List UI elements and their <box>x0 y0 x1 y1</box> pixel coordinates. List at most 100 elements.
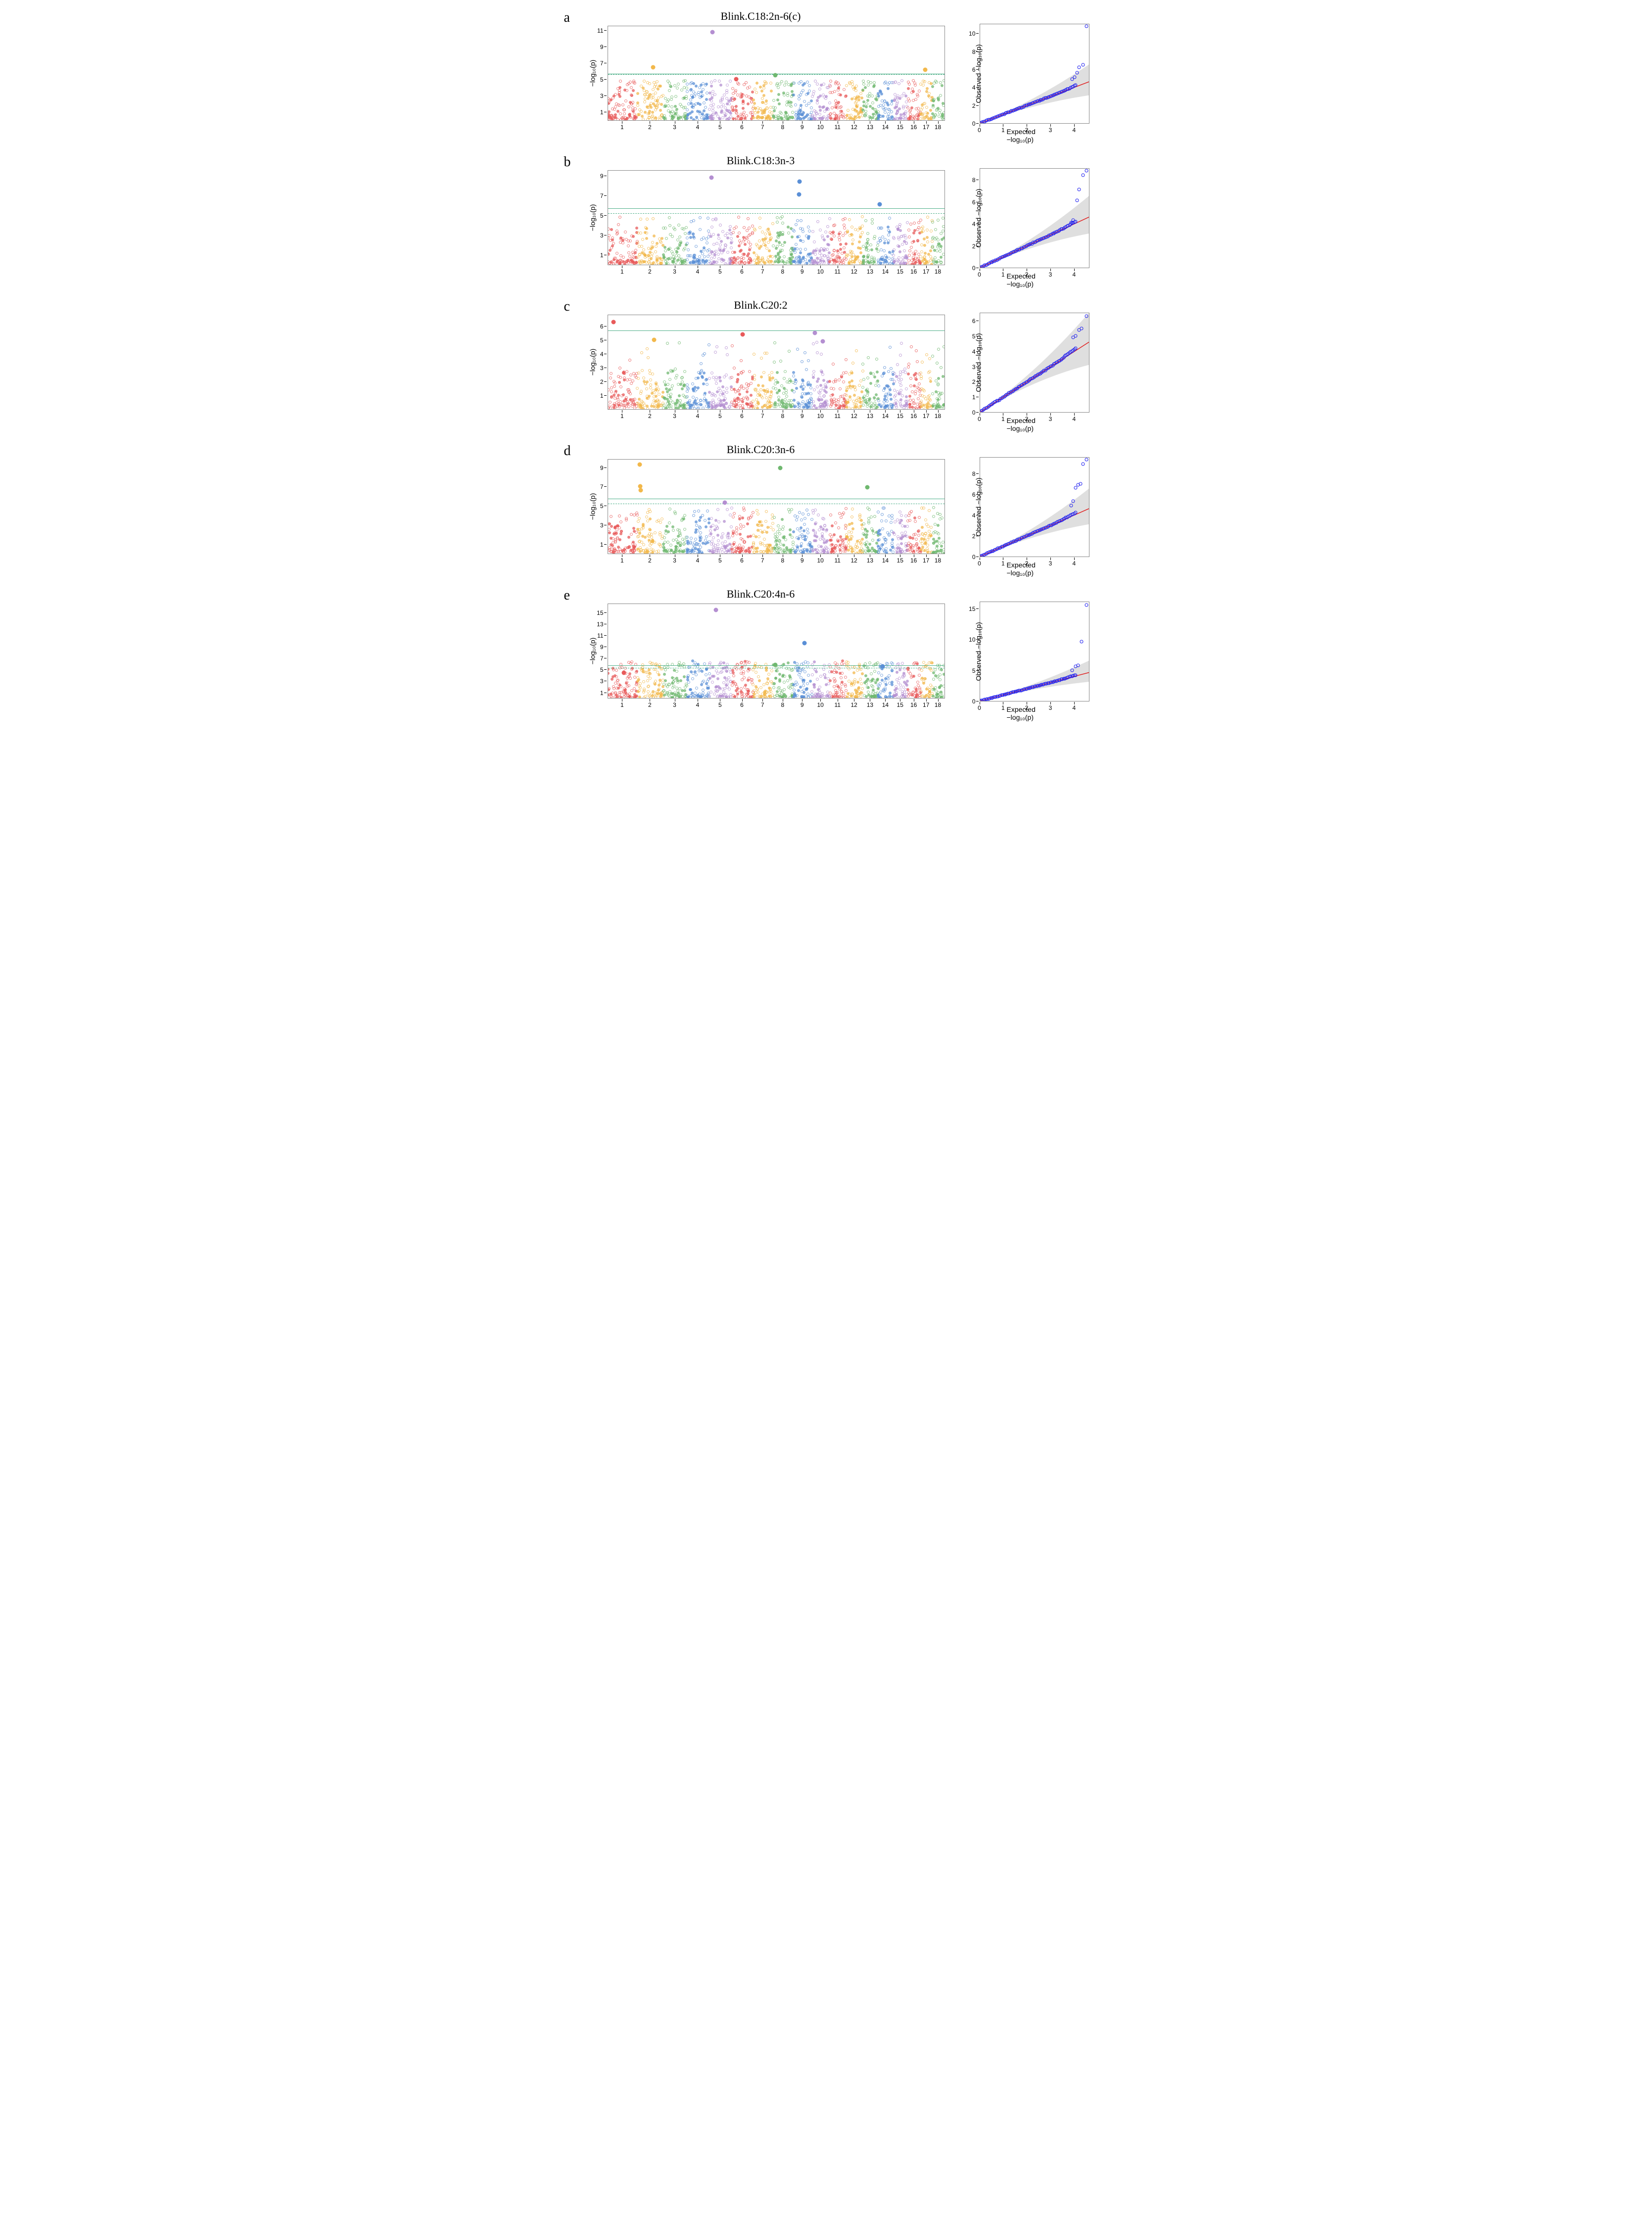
x-tick-label: 18 <box>935 268 941 275</box>
x-tick-label: 4 <box>696 701 700 708</box>
plot-area <box>608 315 945 410</box>
plot-area <box>980 313 1089 413</box>
qq-outlier <box>1085 458 1088 462</box>
scatter-layer <box>608 171 944 265</box>
y-axis-label: −log₁₀(p) <box>588 638 596 665</box>
qq-block: 0123456Observed −log₁₀(p)01234Expected −… <box>951 299 1088 434</box>
x-tick-label: 9 <box>801 268 804 275</box>
y-tick-label: 8 <box>972 177 976 184</box>
y-tick-label: 15 <box>597 609 603 616</box>
highlight-snp <box>881 664 885 668</box>
qq-outlier <box>1081 63 1085 66</box>
plot-area <box>608 459 945 554</box>
x-tick-label: 15 <box>897 124 903 131</box>
x-tick-label: 3 <box>673 268 676 275</box>
x-tick-label: 8 <box>781 413 784 419</box>
panel-label: b <box>564 154 578 170</box>
panel-title: Blink.C20:3n-6 <box>578 443 944 456</box>
x-tick-label: 0 <box>978 416 981 422</box>
highlight-snp <box>798 180 802 184</box>
y-tick-label: 3 <box>600 365 604 372</box>
y-tick-label: 1 <box>600 109 604 116</box>
y-axis-label: Observed −log₁₀(p) <box>974 44 982 103</box>
scatter-layer <box>608 604 944 698</box>
x-tick-label: 5 <box>718 268 722 275</box>
qq-outlier <box>1078 328 1081 331</box>
y-tick-label: 4 <box>600 351 604 358</box>
x-tick-label: 10 <box>817 124 823 131</box>
x-tick-label: 4 <box>1072 416 1076 422</box>
x-tick-label: 5 <box>718 413 722 419</box>
qq-plot: 051015Observed −log₁₀(p)01234Expected −l… <box>980 602 1088 701</box>
panel-title: Blink.C18:2n-6(c) <box>578 10 944 23</box>
y-axis-label: −log₁₀(p) <box>588 493 596 520</box>
highlight-snp <box>865 485 870 490</box>
y-tick-label: 1 <box>600 252 604 259</box>
x-tick-label: 1 <box>1001 416 1005 422</box>
y-tick-label: 5 <box>600 337 604 344</box>
x-tick-label: 10 <box>817 268 823 275</box>
x-tick-label: 4 <box>1072 271 1076 278</box>
x-tick-label: 1 <box>1001 271 1005 278</box>
x-tick-label: 6 <box>740 557 744 564</box>
manhattan-block: Blink.C18:2n-6(c)1357911−log₁₀(p)1234567… <box>578 10 944 134</box>
x-axis: 123456789101112131415161718 <box>608 699 944 709</box>
x-tick-label: 7 <box>761 413 764 419</box>
qq-block: 051015Observed −log₁₀(p)01234Expected −l… <box>951 588 1088 723</box>
scatter-layer <box>980 169 1089 268</box>
x-axis-label: Expected −log₁₀(p) <box>1007 417 1061 432</box>
x-tick-label: 14 <box>882 701 889 708</box>
x-tick-label: 3 <box>673 124 676 131</box>
x-axis-label: Expected −log₁₀(p) <box>1007 705 1061 721</box>
x-tick-label: 6 <box>740 701 744 708</box>
y-tick-label: 1 <box>600 392 604 399</box>
x-axis: 123456789101112131415161718 <box>608 411 944 420</box>
qq-outlier <box>1085 604 1088 607</box>
x-tick-label: 1 <box>1001 560 1005 567</box>
qq-outlier <box>1078 66 1081 69</box>
panel-title: Blink.C20:4n-6 <box>578 588 944 601</box>
x-axis: 123456789101112131415161718 <box>608 266 944 276</box>
highlight-snp <box>802 641 807 646</box>
threshold-solid <box>608 208 944 209</box>
y-tick-label: 9 <box>600 44 604 50</box>
x-tick-label: 16 <box>910 701 917 708</box>
x-tick-label: 12 <box>850 268 857 275</box>
x-tick-label: 14 <box>882 413 889 419</box>
x-tick-label: 13 <box>867 701 873 708</box>
y-tick-label: 2 <box>972 102 976 109</box>
x-tick-label: 3 <box>673 701 676 708</box>
scatter-layer <box>980 24 1089 123</box>
x-tick-label: 8 <box>781 124 784 131</box>
qq-outlier <box>1085 315 1088 318</box>
x-tick-label: 10 <box>817 557 823 564</box>
x-tick-label: 18 <box>935 557 941 564</box>
panel-title: Blink.C18:3n-3 <box>578 154 944 167</box>
qq-outlier <box>1076 483 1080 486</box>
x-tick-label: 4 <box>696 124 700 131</box>
x-tick-label: 17 <box>923 557 929 564</box>
x-tick-label: 1 <box>620 701 624 708</box>
x-tick-label: 12 <box>850 413 857 419</box>
y-tick-label: 9 <box>600 644 604 651</box>
x-tick-label: 17 <box>923 124 929 131</box>
highlight-snp <box>778 466 782 470</box>
x-tick-label: 16 <box>910 413 917 419</box>
panel-row: bBlink.C18:3n-313579−log₁₀(p)12345678910… <box>564 154 1088 290</box>
y-tick-label: 6 <box>600 323 604 330</box>
panel-row: dBlink.C20:3n-613579−log₁₀(p)12345678910… <box>564 443 1088 579</box>
x-tick-label: 15 <box>897 268 903 275</box>
x-tick-label: 18 <box>935 701 941 708</box>
y-tick-label: 7 <box>600 60 604 67</box>
x-tick-label: 12 <box>850 701 857 708</box>
qq-plot: 02468Observed −log₁₀(p)01234Expected −lo… <box>980 457 1088 557</box>
manhattan-plot: 13579−log₁₀(p)12345678910111213141516171… <box>608 459 944 554</box>
x-tick-label: 2 <box>648 701 652 708</box>
y-tick-label: 0 <box>972 409 976 416</box>
x-tick-label: 7 <box>761 124 764 131</box>
y-tick-label: 9 <box>600 465 604 471</box>
manhattan-block: Blink.C20:2123456−log₁₀(p)12345678910111… <box>578 299 944 422</box>
x-tick-label: 4 <box>696 413 700 419</box>
y-tick-label: 5 <box>600 212 604 219</box>
qq-outlier <box>1085 24 1088 28</box>
